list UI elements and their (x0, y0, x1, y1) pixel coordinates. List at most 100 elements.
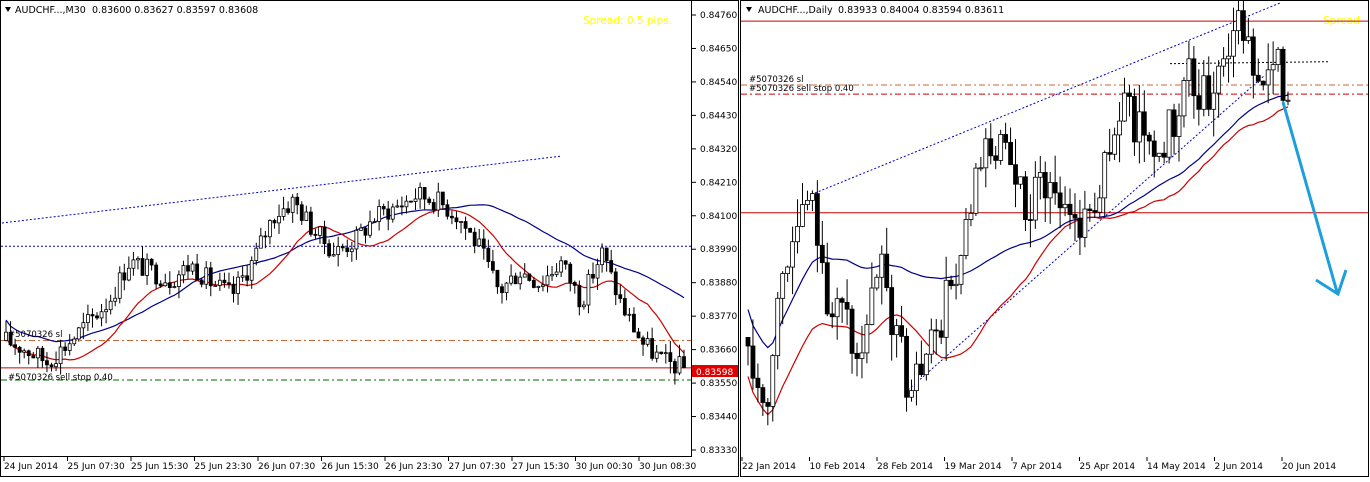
daily-candle (1122, 77, 1127, 122)
m30-candle (545, 265, 550, 293)
m30-candle (86, 304, 90, 332)
m30-candle (99, 303, 104, 327)
m30-candle (500, 283, 504, 304)
m30-candle (486, 239, 491, 268)
m30-candle (522, 263, 527, 278)
daily-candle (953, 263, 959, 300)
m30-candle (600, 243, 604, 273)
daily-candle (805, 190, 810, 211)
m30-candle (604, 247, 609, 272)
m30-candle (381, 203, 386, 216)
m30-x-tick: 26 Jun 15:30 (322, 462, 379, 472)
daily-candle (1265, 43, 1271, 104)
daily-candle (800, 183, 805, 228)
m30-candle (454, 211, 459, 230)
m30-candle (277, 204, 281, 234)
m30-candle (54, 351, 58, 372)
daily-candle (1008, 127, 1013, 166)
daily-candle (963, 207, 969, 260)
daily-candle (1112, 127, 1118, 161)
m30-chart-panel[interactable]: AUDCHF...,M30 0.83600 0.83627 0.83597 0.… (0, 0, 739, 477)
m30-candle (581, 300, 586, 310)
daily-ma-slow (747, 94, 1289, 349)
daily-candle (889, 274, 895, 361)
daily-candle (760, 384, 766, 416)
m30-x-tick: 27 Jun 15:30 (512, 462, 569, 472)
daily-candle (884, 227, 890, 292)
m30-candle (591, 262, 595, 284)
daily-candle (983, 128, 989, 188)
m30-candle (172, 282, 177, 289)
m30-y-tick: 0.84210 (700, 178, 737, 188)
daily-candle (1107, 128, 1113, 162)
m30-candle (231, 276, 236, 303)
daily-x-tick: 2 Jun 2014 (1215, 462, 1264, 472)
m30-candle (31, 351, 36, 359)
m30-candle (354, 226, 359, 260)
m30-plot-area (0, 0, 692, 457)
daily-candle (844, 279, 850, 326)
daily-x-tick: 7 Apr 2014 (1012, 462, 1062, 472)
m30-candle (481, 229, 486, 260)
daily-candle (993, 146, 999, 170)
daily-candle (1181, 77, 1187, 128)
m30-candle (126, 256, 131, 282)
m30-candle (122, 263, 127, 291)
m30-candle (318, 226, 322, 244)
daily-candle (814, 180, 820, 273)
m30-dropdown-icon[interactable] (5, 7, 11, 12)
m30-candle (140, 246, 145, 276)
daily-dropdown-icon[interactable] (746, 7, 752, 12)
m30-price-tag-label: 0.83598 (696, 368, 733, 378)
m30-candle (299, 201, 304, 225)
m30-candle (595, 258, 600, 290)
m30-candle (8, 321, 13, 347)
m30-candle (195, 253, 200, 281)
daily-candle (1176, 103, 1182, 162)
daily-candle (1023, 171, 1028, 232)
m30-candle (308, 206, 313, 237)
m30-candle (459, 220, 463, 234)
m30-candle (76, 326, 81, 342)
daily-candle (1241, 0, 1246, 54)
m30-candle (17, 345, 22, 364)
m30-candle (436, 182, 441, 217)
m30-candles (4, 182, 686, 385)
m30-candle (227, 272, 231, 289)
forecast-arrow-icon (1281, 101, 1348, 297)
daily-candle (1057, 176, 1063, 229)
daily-candle (1141, 90, 1147, 162)
daily-candle (755, 363, 761, 403)
daily-candle (1037, 155, 1043, 200)
m30-candle (104, 298, 109, 324)
daily-candle (894, 318, 900, 358)
daily-candle (899, 305, 904, 343)
m30-candle (304, 205, 309, 221)
m30-candle (113, 286, 118, 307)
daily-candle (988, 123, 994, 165)
m30-candle (295, 193, 300, 215)
daily-candle (795, 199, 800, 254)
m30-candle (577, 280, 582, 316)
daily-candle (1072, 193, 1078, 242)
m30-candle (249, 256, 254, 289)
daily-candle (1097, 184, 1103, 218)
m30-candle (682, 349, 686, 369)
daily-candle (785, 265, 791, 282)
daily-chart-panel[interactable]: AUDCHF...,Daily 0.83933 0.84004 0.83594 … (740, 0, 1369, 477)
m30-order-sellstop-label: #5070326 sell stop 0.40 (8, 373, 113, 383)
daily-candle (879, 245, 885, 305)
daily-candle (1196, 69, 1202, 126)
m30-y-tick: 0.83440 (700, 413, 737, 423)
m30-candle (563, 260, 568, 270)
daily-candle (750, 319, 756, 390)
m30-candle (158, 280, 163, 288)
daily-candle (1003, 122, 1009, 150)
m30-candle (372, 218, 377, 224)
m30-candle (186, 254, 190, 280)
daily-candle (1156, 152, 1162, 162)
m30-x-tick: 30 Jun 00:30 (576, 462, 633, 472)
daily-candle (1132, 88, 1137, 156)
